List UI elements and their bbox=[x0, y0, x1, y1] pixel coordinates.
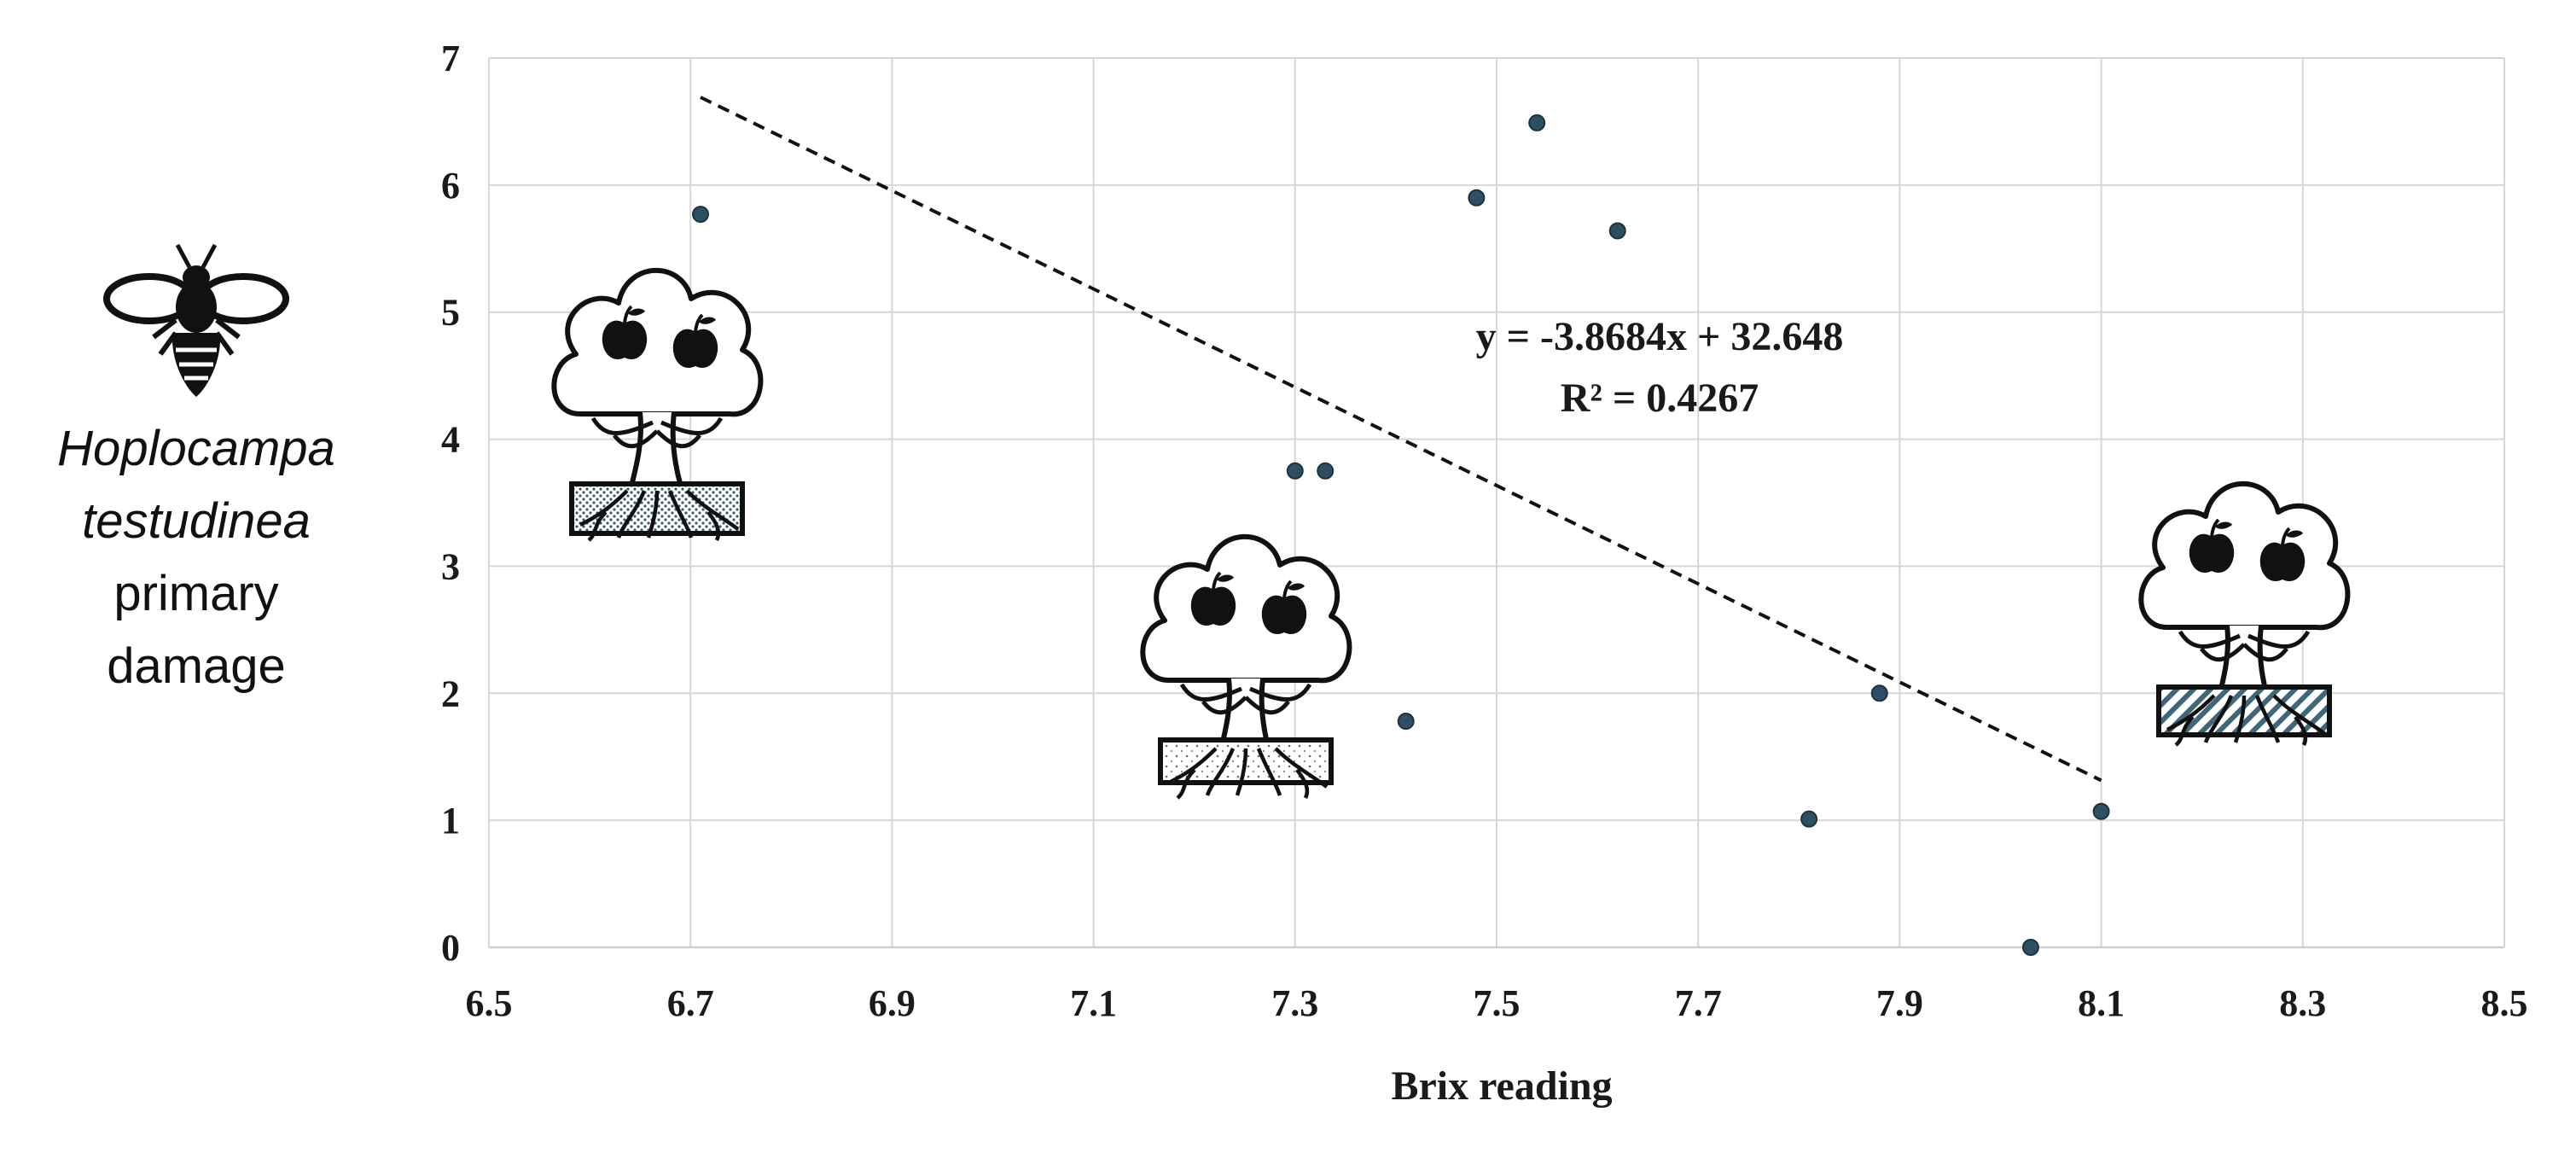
x-tick-label: 6.9 bbox=[869, 982, 916, 1024]
y-axis-title-line: Hoplocampa bbox=[57, 421, 335, 476]
sawfly-icon bbox=[103, 243, 289, 397]
y-tick-label: 3 bbox=[441, 545, 460, 587]
y-axis-title-line: damage bbox=[107, 638, 286, 694]
x-tick-label: 7.3 bbox=[1271, 982, 1318, 1024]
data-point bbox=[1528, 114, 1546, 131]
apple-tree-sparse-soil-icon bbox=[1143, 537, 1349, 798]
data-point bbox=[1800, 810, 1818, 828]
x-axis-title: Brix reading bbox=[1391, 1063, 1612, 1109]
data-point bbox=[692, 206, 710, 224]
data-point bbox=[2021, 939, 2039, 956]
y-tick-label: 4 bbox=[441, 419, 460, 461]
apple-tree-dotted-soil-icon bbox=[554, 271, 760, 540]
y-tick-label: 1 bbox=[441, 800, 460, 842]
data-point bbox=[1870, 684, 1888, 702]
x-tick-label: 7.1 bbox=[1070, 982, 1117, 1024]
y-axis-title-line: primary bbox=[113, 566, 278, 621]
y-tick-label: 2 bbox=[441, 673, 460, 714]
plot-grid bbox=[488, 57, 2505, 948]
data-point bbox=[1317, 462, 1335, 480]
y-tick-label: 0 bbox=[441, 927, 460, 969]
x-tick-label: 8.3 bbox=[2279, 982, 2326, 1024]
r-squared-label: R² = 0.4267 bbox=[1561, 376, 1759, 421]
data-points bbox=[692, 114, 2110, 956]
trendline-path bbox=[700, 96, 2102, 783]
x-tick-label: 6.5 bbox=[466, 982, 513, 1024]
data-point bbox=[1286, 462, 1304, 480]
apple-tree-hatched-soil-icon bbox=[2141, 484, 2347, 745]
data-point bbox=[1397, 713, 1415, 731]
x-tick-label: 8.1 bbox=[2078, 982, 2125, 1024]
data-point bbox=[2092, 802, 2110, 820]
x-tick-label: 7.5 bbox=[1474, 982, 1521, 1024]
y-axis-title-line: testudinea bbox=[82, 493, 311, 549]
y-tick-label: 5 bbox=[441, 292, 460, 334]
data-point bbox=[1608, 222, 1626, 240]
tick-labels: 6.5 6.7 6.9 7.1 7.3 7.5 7.7 7.9 8.1 8.3 8.5 0 1 2 3 4 5 6… bbox=[441, 38, 2528, 1024]
trendline-equation: y = -3.8684x + 32.648 bbox=[1476, 314, 1844, 359]
data-point bbox=[1468, 189, 1486, 207]
y-axis-title: Hoplocampa testudinea primary damage bbox=[57, 421, 335, 694]
trendline bbox=[700, 96, 2102, 783]
y-tick-label: 6 bbox=[441, 165, 460, 207]
x-tick-label: 7.9 bbox=[1876, 982, 1923, 1024]
x-tick-label: 8.5 bbox=[2481, 982, 2528, 1024]
x-tick-label: 7.7 bbox=[1675, 982, 1722, 1024]
y-tick-label: 7 bbox=[441, 38, 460, 79]
x-tick-label: 6.7 bbox=[667, 982, 714, 1024]
